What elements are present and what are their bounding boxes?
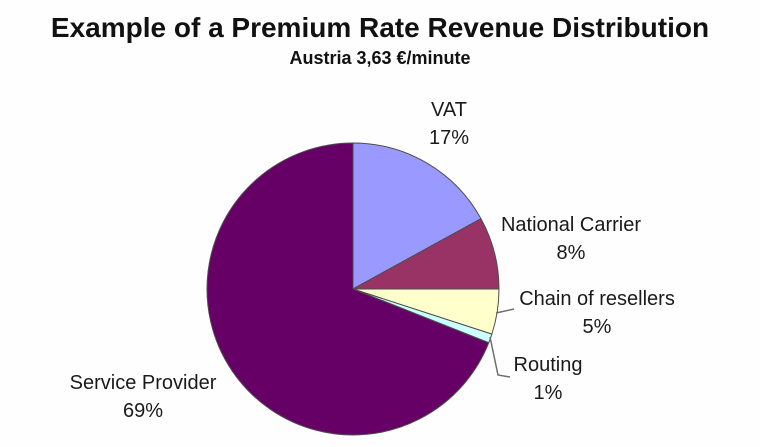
pie-slice-vat: [352, 142, 482, 290]
label-chain-of-resellers-name: Chain of resellers: [519, 288, 675, 310]
pie-slices: [206, 142, 500, 436]
label-routing-pct: 1%: [533, 382, 563, 404]
label-routing-name: Routing: [513, 354, 583, 376]
label-service-provider-name: Service Provider: [69, 372, 217, 394]
label-routing: Routing 1%: [514, 351, 583, 407]
label-national-carrier-name: National Carrier: [500, 214, 642, 236]
label-chain-of-resellers: Chain of resellers 5%: [519, 285, 675, 341]
chart-title: Example of a Premium Rate Revenue Distri…: [50, 12, 710, 43]
leader-line-routing: [489, 336, 511, 378]
leader-lines: [489, 308, 515, 378]
leader-line-chain-of-resellers: [495, 308, 515, 314]
pie-slice-service-provider: [206, 142, 490, 436]
label-national-carrier-pct: 8%: [556, 242, 586, 264]
chart-subtitle: Austria 3,63 €/minute: [289, 48, 471, 68]
label-vat-name: VAT: [431, 99, 467, 121]
label-vat: VAT 17%: [429, 96, 469, 152]
label-national-carrier: National Carrier 8%: [501, 211, 641, 267]
label-service-provider: Service Provider 69%: [70, 369, 217, 425]
label-chain-of-resellers-pct: 5%: [582, 316, 612, 338]
label-service-provider-pct: 69%: [122, 400, 164, 422]
label-vat-pct: 17%: [428, 127, 470, 149]
